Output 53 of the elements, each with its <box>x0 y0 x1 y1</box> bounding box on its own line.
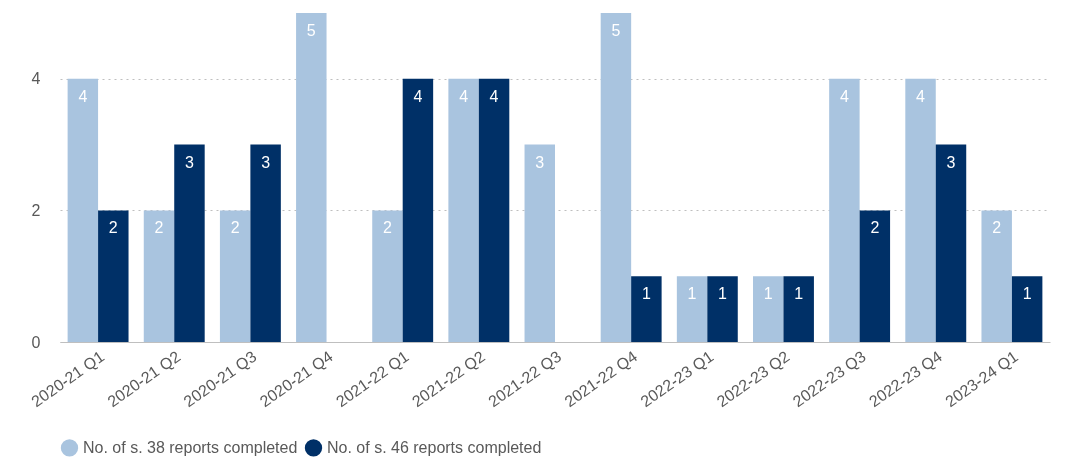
data-label: 4 <box>839 87 849 105</box>
bar <box>631 276 662 342</box>
bar <box>98 210 129 342</box>
data-label: 2 <box>108 219 118 237</box>
data-label: 5 <box>306 22 316 39</box>
y-tick-label: 0 <box>31 333 41 351</box>
bar <box>372 210 403 342</box>
bar <box>707 276 738 342</box>
bar <box>296 13 327 342</box>
bar <box>1011 276 1043 342</box>
data-label: 4 <box>78 87 88 105</box>
bar <box>250 144 281 342</box>
bar <box>174 144 205 342</box>
bar <box>478 78 510 342</box>
data-label: 4 <box>459 87 469 105</box>
bar <box>753 276 784 342</box>
data-label: 3 <box>535 153 545 171</box>
data-label: 1 <box>641 285 651 303</box>
data-label: 2 <box>992 219 1002 237</box>
data-label: 4 <box>916 87 926 105</box>
y-tick-label: 4 <box>31 70 41 88</box>
bar <box>829 78 860 342</box>
bar <box>935 144 967 342</box>
data-label: 2 <box>230 219 240 237</box>
y-tick-label: 2 <box>31 201 41 219</box>
data-label: 5 <box>611 22 621 39</box>
legend-label: No. of s. 46 reports completed <box>327 438 542 456</box>
bar <box>859 210 891 342</box>
data-label: 1 <box>794 285 804 303</box>
bar <box>448 78 479 342</box>
bar <box>676 276 708 342</box>
bar <box>783 276 814 342</box>
bar <box>219 210 251 342</box>
data-label: 3 <box>261 153 271 171</box>
bar <box>402 78 434 342</box>
data-label: 2 <box>154 219 164 237</box>
bar <box>981 210 1012 342</box>
bar <box>600 13 632 342</box>
data-label: 2 <box>383 219 393 237</box>
data-label: 2 <box>870 219 880 237</box>
bar <box>905 78 936 342</box>
data-label: 1 <box>718 285 728 303</box>
bar <box>143 210 175 342</box>
data-label: 1 <box>687 285 697 303</box>
data-label: 3 <box>946 153 956 171</box>
data-label: 1 <box>1022 285 1032 303</box>
data-label: 4 <box>413 87 423 105</box>
bar <box>524 144 555 342</box>
data-label: 3 <box>185 153 195 171</box>
data-label: 4 <box>489 87 499 105</box>
bar <box>67 78 99 342</box>
data-label: 1 <box>763 285 773 303</box>
legend-label: No. of s. 38 reports completed <box>83 438 298 456</box>
